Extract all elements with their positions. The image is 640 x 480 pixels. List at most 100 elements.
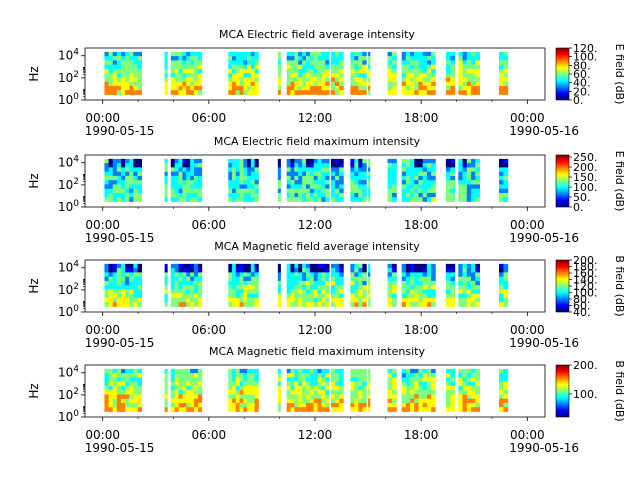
- spectrogram-cell: [503, 268, 509, 273]
- spectrogram-cell: [305, 373, 311, 378]
- spectrogram-cell: [339, 81, 344, 87]
- spectrogram-cell: [250, 197, 256, 202]
- spectrogram-cell: [405, 289, 411, 295]
- spectrogram-cell: [475, 289, 480, 295]
- spectrogram-cell: [431, 60, 436, 66]
- spectrogram-cell: [339, 276, 344, 282]
- spectrogram-cell: [120, 56, 126, 61]
- spectrogram-cell: [503, 398, 509, 404]
- spectrogram-cell: [418, 398, 424, 404]
- spectrogram-cell: [186, 188, 191, 194]
- spectrogram-cell: [362, 163, 367, 168]
- spectrogram-cell: [414, 368, 419, 374]
- spectrogram-cell: [414, 394, 419, 400]
- spectrogram-cell: [120, 188, 126, 194]
- spectrogram-cell: [133, 398, 138, 404]
- spectrogram-cell: [190, 81, 195, 87]
- spectrogram-cell: [129, 184, 134, 190]
- spectrogram-cell: [350, 188, 355, 194]
- spectrogram-cell: [294, 56, 299, 61]
- spectrogram-cell: [410, 302, 415, 307]
- spectrogram-cell: [354, 51, 359, 57]
- spectrogram-cell: [182, 268, 187, 273]
- spectrogram-cell: [243, 297, 248, 303]
- spectrogram-cell: [321, 77, 326, 83]
- spectrogram-cell: [335, 272, 340, 278]
- spectrogram-cell: [418, 175, 424, 181]
- spectrogram-cell: [387, 60, 393, 66]
- spectrogram-cell: [232, 385, 237, 391]
- spectrogram-cell: [305, 188, 311, 194]
- spectrogram-cell: [170, 73, 176, 78]
- spectrogram-cell: [450, 297, 456, 303]
- spectrogram-cell: [194, 293, 199, 299]
- spectrogram-cell: [112, 64, 118, 70]
- spectrogram-cell: [422, 192, 428, 198]
- spectrogram-cell: [317, 276, 322, 282]
- spectrogram-cell: [358, 163, 363, 168]
- spectrogram-cell: [335, 289, 340, 295]
- spectrogram-cell: [325, 56, 330, 61]
- spectrogram-cell: [503, 390, 509, 395]
- spectrogram-cell: [247, 184, 252, 190]
- spectrogram-cell: [401, 368, 407, 374]
- x-tick-label: 00:00: [510, 111, 545, 125]
- spectrogram-cell: [313, 276, 318, 282]
- spectrogram-cell: [290, 268, 295, 273]
- x-tick-label: 00:00: [85, 218, 120, 232]
- spectrogram-cell: [170, 167, 176, 173]
- spectrogram-cell: [313, 158, 318, 164]
- spectrogram-cell: [294, 192, 299, 198]
- spectrogram-cell: [164, 373, 168, 378]
- spectrogram-cell: [190, 390, 195, 395]
- spectrogram-cell: [182, 158, 187, 164]
- spectrogram-cell: [335, 394, 340, 400]
- spectrogram-cell: [247, 56, 252, 61]
- colorbar-scale: [555, 47, 570, 101]
- spectrogram-cell: [309, 81, 315, 87]
- spectrogram-cell: [290, 263, 295, 269]
- spectrogram-cell: [368, 293, 371, 299]
- spectrogram-cell: [368, 402, 371, 408]
- spectrogram-cell: [401, 163, 407, 168]
- spectrogram-cell: [302, 394, 307, 400]
- spectrogram-cell: [317, 272, 322, 278]
- spectrogram-cell: [368, 289, 371, 295]
- spectrogram-cell: [462, 373, 468, 378]
- colorbar-tick-label: 200.: [573, 254, 598, 267]
- spectrogram-cell: [120, 180, 126, 185]
- spectrogram-cell: [503, 163, 509, 168]
- spectrogram-cell: [450, 373, 456, 378]
- spectrogram-cell: [422, 293, 428, 299]
- spectrogram-cell: [137, 268, 143, 273]
- spectrogram-cell: [298, 377, 303, 383]
- spectrogram-cell: [325, 373, 330, 378]
- spectrogram-cell: [298, 297, 303, 303]
- spectrogram-cell: [290, 276, 295, 282]
- spectrogram-cell: [137, 192, 143, 198]
- spectrogram-cell: [426, 60, 432, 66]
- spectrogram-cell: [133, 68, 138, 74]
- spectrogram-cell: [339, 197, 344, 202]
- spectrogram-cell: [190, 377, 195, 383]
- spectrogram-cell: [350, 402, 355, 408]
- spectrogram-cell: [471, 167, 476, 173]
- spectrogram-cell: [178, 175, 183, 181]
- spectrogram-cell: [277, 188, 281, 194]
- spectrogram-cell: [294, 171, 299, 177]
- spectrogram-cell: [290, 398, 295, 404]
- spectrogram-cell: [125, 85, 130, 91]
- spectrogram-cell: [499, 373, 504, 378]
- spectrogram-cell: [250, 268, 256, 273]
- spectrogram-cell: [120, 272, 126, 278]
- spectrogram-cell: [125, 56, 130, 61]
- spectrogram-cell: [186, 280, 191, 286]
- spectrogram-cell: [358, 297, 363, 303]
- spectrogram-cell: [330, 180, 336, 185]
- spectrogram-cell: [450, 276, 456, 282]
- spectrogram-cell: [164, 289, 168, 295]
- spectrogram-cell: [358, 51, 363, 57]
- spectrogram-cell: [354, 163, 359, 168]
- spectrogram-cell: [290, 68, 295, 74]
- spectrogram-cell: [190, 381, 195, 387]
